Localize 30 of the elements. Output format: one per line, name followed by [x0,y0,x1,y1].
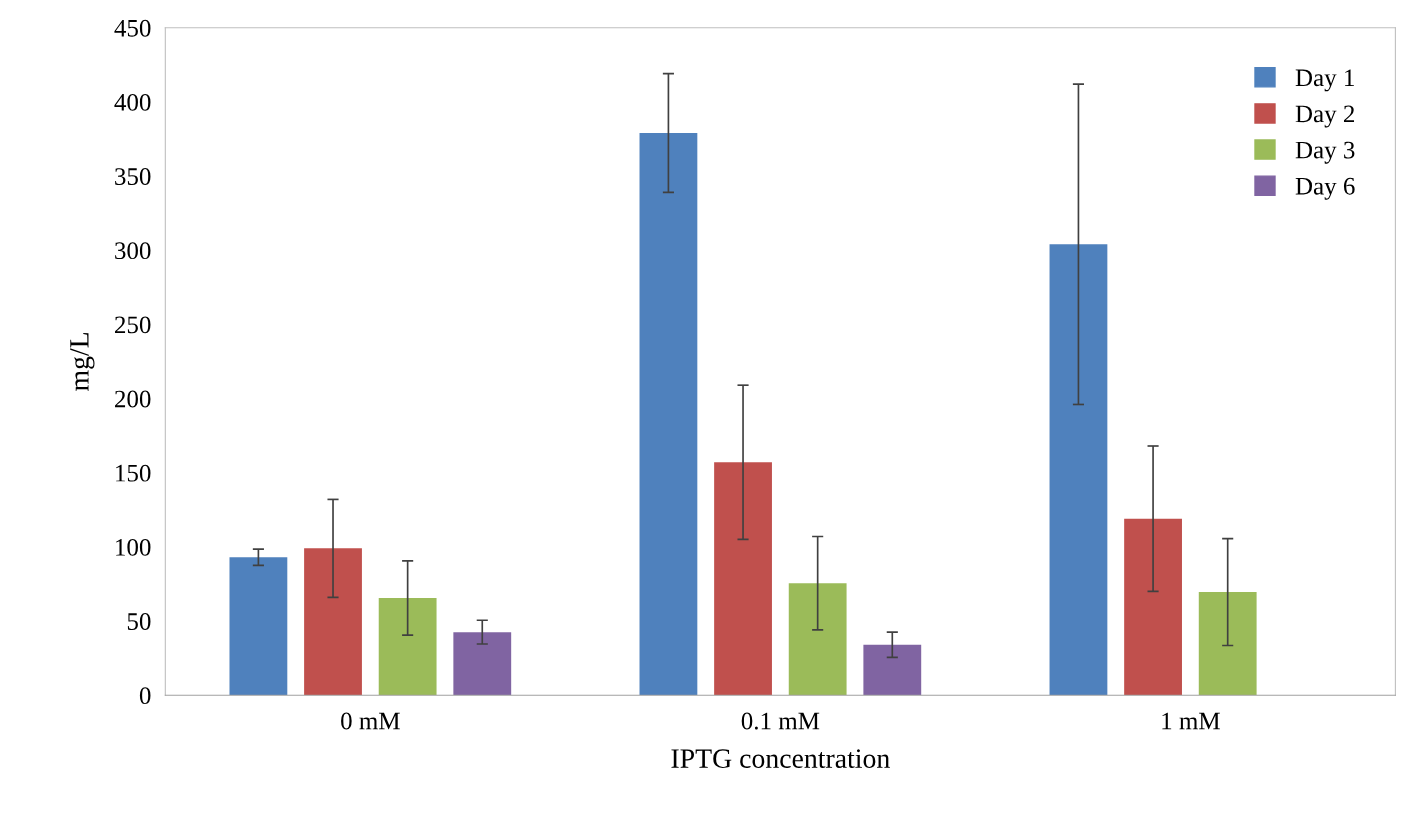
bar [229,557,288,696]
legend-label: Day 3 [1295,141,1355,164]
y-tick-label: 0 [139,687,151,705]
bar [1049,244,1108,696]
y-tick-label: 300 [115,242,151,260]
bar [639,133,698,696]
y-axis-title: mg/L [70,333,95,391]
bar [863,644,922,696]
legend-label: Day 1 [1295,69,1354,92]
y-tick-label: 250 [115,316,151,334]
y-tick-label: 400 [114,93,151,111]
legend-label: Day 6 [1295,177,1355,200]
bar [453,632,512,696]
bar [714,462,772,696]
bar [788,583,847,696]
y-tick-label: 150 [116,464,151,482]
bar [304,548,362,696]
x-tick-label: 0.1 mM [741,712,820,730]
bar [378,598,437,696]
y-tick-label: 200 [115,390,151,408]
y-tick-label: 450 [114,19,151,37]
x-tick-label: 1 mM [1162,712,1220,730]
bar [1124,518,1182,696]
y-tick-label: 100 [116,538,151,556]
bar [1198,592,1257,696]
x-tick-label: 0 mM [341,712,400,730]
legend-label: Day 2 [1295,105,1355,128]
y-tick-label: 50 [127,613,151,630]
y-tick-label: 350 [115,168,151,185]
x-axis-title: IPTG concentration [671,749,890,768]
